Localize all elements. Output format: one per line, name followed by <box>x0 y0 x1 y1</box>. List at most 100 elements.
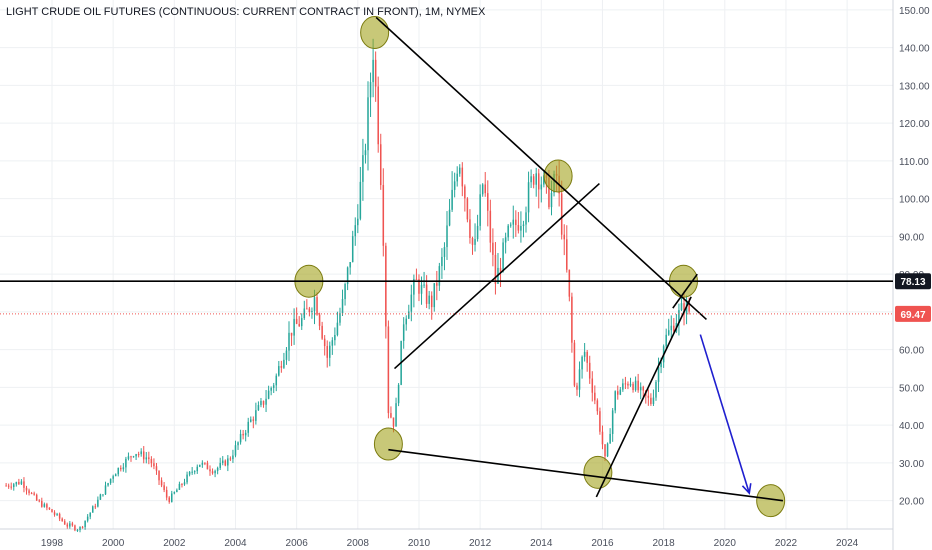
candle-body <box>423 284 425 286</box>
candle-body <box>446 225 448 248</box>
candle-body <box>244 432 247 436</box>
x-tick-label: 2010 <box>408 538 431 549</box>
candle-body <box>303 308 306 319</box>
candle-body <box>109 478 112 484</box>
candle-body <box>583 351 586 357</box>
candle-body <box>84 520 86 528</box>
candle-body <box>135 454 137 457</box>
candle-body <box>471 237 474 245</box>
candle-body <box>193 471 196 473</box>
trend-line <box>595 296 692 498</box>
candle-body <box>624 383 627 385</box>
candle-body <box>183 482 186 485</box>
candle-body <box>622 383 624 390</box>
candle-body <box>673 325 675 332</box>
candle-body <box>339 313 341 323</box>
candle-body <box>293 318 295 336</box>
candle-body <box>502 242 504 272</box>
candle-body <box>476 225 479 240</box>
candle-body <box>614 391 616 411</box>
candle-body <box>535 173 537 185</box>
y-tick-label: 50.00 <box>899 383 924 394</box>
candle-body <box>512 219 515 225</box>
candle-body <box>260 400 262 406</box>
candle-body <box>94 506 97 508</box>
candle-body <box>295 318 298 324</box>
chart-title: LIGHT CRUDE OIL FUTURES (CONTINUOUS: CUR… <box>6 6 486 18</box>
candle-body <box>647 395 650 398</box>
candle-body <box>114 474 117 477</box>
candle-body <box>199 464 201 467</box>
candle-body <box>464 186 466 199</box>
candle-body <box>634 380 637 391</box>
candle-body <box>5 485 7 487</box>
candle-body <box>255 410 257 421</box>
candle-body <box>522 224 525 226</box>
candle-body <box>224 460 227 466</box>
x-tick-label: 2004 <box>224 538 247 549</box>
candle-body <box>329 345 331 358</box>
y-tick-label: 100.00 <box>899 195 930 206</box>
grid <box>0 0 893 529</box>
candle-body <box>125 458 127 468</box>
candle-body <box>573 342 576 386</box>
candle-body <box>25 487 28 491</box>
candle-body <box>290 332 293 336</box>
candle-body <box>150 458 153 464</box>
candle-body <box>346 267 349 285</box>
candle-body <box>489 210 492 243</box>
candle-body <box>61 518 63 522</box>
candle-body <box>596 400 599 412</box>
candle-body <box>53 512 56 515</box>
price-label: 69.47 <box>900 310 925 321</box>
candle-body <box>323 338 326 347</box>
candle-body <box>578 369 581 390</box>
candle-body <box>680 303 683 311</box>
candle-body <box>298 323 300 327</box>
candle-body <box>196 466 199 472</box>
candle-body <box>420 284 423 294</box>
y-tick-label: 60.00 <box>899 346 924 357</box>
candle-body <box>379 144 382 186</box>
x-tick-label: 2018 <box>653 538 676 549</box>
candle-body <box>58 513 61 519</box>
y-tick-label: 20.00 <box>899 497 924 508</box>
candle-body <box>341 299 344 314</box>
candle-body <box>288 332 290 351</box>
candle-body <box>265 398 267 405</box>
candle-body <box>221 460 224 463</box>
candle-body <box>639 386 642 391</box>
candle-body <box>385 245 387 327</box>
candle-body <box>63 521 66 525</box>
candle-body <box>655 381 657 398</box>
candle-body <box>89 512 91 517</box>
candle-body <box>30 493 33 495</box>
candle-body <box>474 239 476 245</box>
candle-body <box>566 239 568 270</box>
x-tick-label: 2022 <box>775 538 798 549</box>
x-tick-label: 2006 <box>286 538 309 549</box>
candle-body <box>441 256 443 267</box>
candle-body <box>321 325 323 339</box>
candle-body <box>326 346 328 358</box>
candle-body <box>604 444 606 457</box>
candle-body <box>10 486 12 488</box>
x-tick-label: 2016 <box>591 538 614 549</box>
candle-body <box>571 296 573 343</box>
candle-body <box>410 294 413 312</box>
x-tick-label: 2012 <box>469 538 492 549</box>
candle-body <box>262 400 265 405</box>
candle-body <box>270 387 272 391</box>
candle-body <box>313 297 316 311</box>
y-tick-label: 150.00 <box>899 6 930 17</box>
candle-body <box>237 442 239 446</box>
candle-body <box>425 284 428 304</box>
candle-body <box>74 525 76 531</box>
candle-body <box>530 176 532 183</box>
candle-body <box>451 189 453 210</box>
candle-body <box>487 193 489 211</box>
candle-body <box>20 481 23 485</box>
candle-body <box>660 362 662 368</box>
candle-body <box>540 184 543 190</box>
candle-body <box>35 494 38 501</box>
